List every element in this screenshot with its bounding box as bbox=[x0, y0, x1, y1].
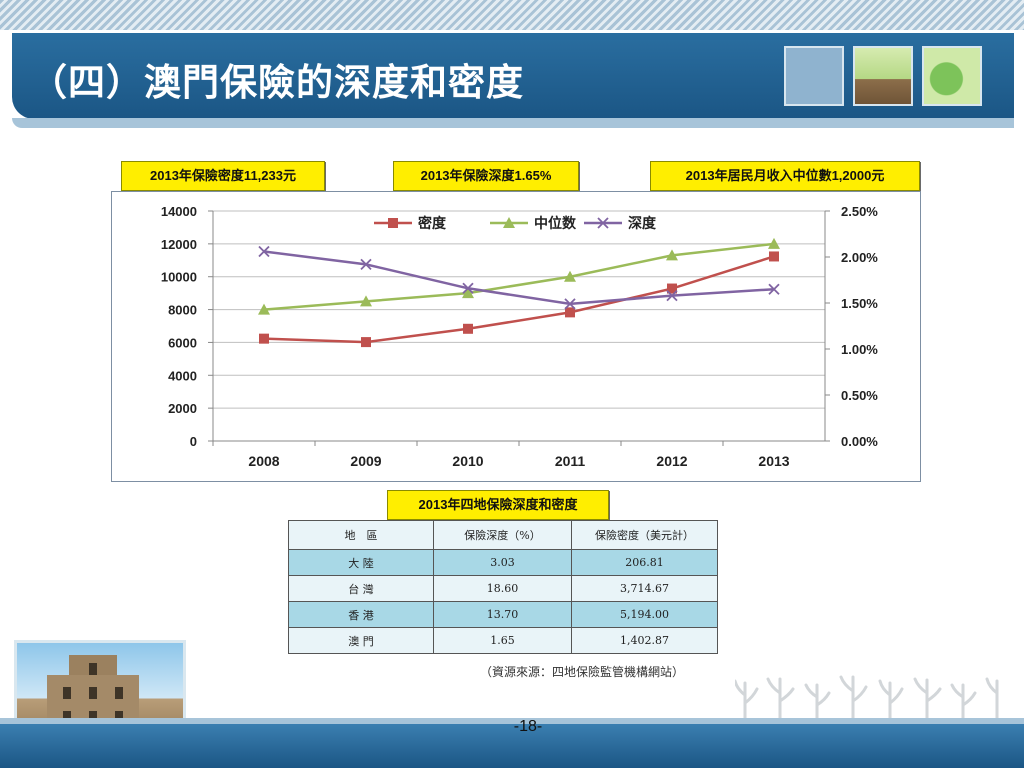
data-point bbox=[258, 245, 270, 258]
data-point bbox=[564, 298, 576, 310]
legend-marker bbox=[503, 217, 515, 228]
table-cell-region: 大 陸 bbox=[288, 549, 434, 576]
table-title-callout: 2013年四地保險深度和密度 bbox=[387, 490, 609, 520]
data-point bbox=[666, 290, 678, 302]
data-point bbox=[462, 287, 474, 299]
data-point bbox=[462, 282, 474, 294]
data-point bbox=[564, 270, 576, 282]
data-point bbox=[360, 258, 372, 270]
table-row: 台 灣 18.60 3,714.67 bbox=[288, 575, 718, 602]
table-header-region: 地 區 bbox=[288, 520, 434, 550]
x-tick-label: 2008 bbox=[248, 453, 279, 469]
comparison-table: 地 區 保險深度（%） 保險密度（美元計） 大 陸 3.03 206.81 台 … bbox=[288, 520, 718, 654]
table-cell-density: 1,402.87 bbox=[571, 627, 718, 654]
photo-window bbox=[63, 687, 71, 699]
series-line-中位数 bbox=[263, 242, 775, 311]
y-left-tick-label: 12000 bbox=[161, 237, 197, 252]
table-row: 香 港 13.70 5,194.00 bbox=[288, 601, 718, 628]
table-cell-depth: 18.60 bbox=[433, 575, 572, 602]
callout-depth: 2013年保險深度1.65% bbox=[393, 161, 579, 191]
axes: 0 2000 4000 6000 8000 10000 12000 14000 0.00% 0.5… bbox=[161, 204, 878, 469]
comparison-table-wrapper: 地 區 保險深度（%） 保險密度（美元計） 大 陸 3.03 206.81 台 … bbox=[288, 520, 718, 654]
series-line-深度 bbox=[263, 250, 775, 306]
data-point bbox=[666, 249, 678, 261]
y-left-tick-label: 10000 bbox=[161, 270, 197, 285]
footer-bar bbox=[0, 724, 1024, 768]
x-tick-label: 2011 bbox=[555, 453, 586, 469]
title-bar bbox=[12, 33, 1014, 119]
y-left-tick-label: 0 bbox=[190, 434, 197, 449]
callout-income: 2013年居民月收入中位數1,2000元 bbox=[650, 161, 920, 191]
legend: 密度 中位数 深度 bbox=[374, 215, 657, 231]
source-note: （資源來源：四地保險監管機構網站） bbox=[480, 665, 685, 679]
y-left-tick-label: 4000 bbox=[168, 368, 197, 383]
legend-marker bbox=[597, 217, 609, 229]
photo-window bbox=[89, 687, 97, 699]
data-point bbox=[769, 251, 779, 262]
y-right-tick-label: 2.00% bbox=[841, 250, 878, 265]
data-point bbox=[565, 307, 575, 318]
table-cell-density: 5,194.00 bbox=[571, 601, 718, 628]
legend-label: 中位数 bbox=[534, 215, 577, 231]
table-cell-depth: 13.70 bbox=[433, 601, 572, 628]
footer-line bbox=[0, 718, 1024, 724]
table-header-density: 保險密度（美元計） bbox=[571, 520, 718, 550]
data-point bbox=[360, 295, 372, 307]
table-header-row: 地 區 保險深度（%） 保險密度（美元計） bbox=[288, 520, 718, 550]
data-point bbox=[768, 283, 780, 295]
table-header-depth: 保險深度（%） bbox=[433, 520, 572, 550]
photo-window bbox=[89, 663, 97, 675]
table-cell-region: 香 港 bbox=[288, 601, 434, 628]
photo-window bbox=[63, 711, 71, 723]
page-number: -18- bbox=[513, 718, 543, 735]
decorative-thumbnail-leaves bbox=[922, 46, 982, 106]
photo-window bbox=[115, 687, 123, 699]
table-cell-depth: 3.03 bbox=[433, 549, 572, 576]
x-tick-label: 2013 bbox=[758, 453, 789, 469]
table-cell-density: 206.81 bbox=[571, 549, 718, 576]
line-chart: 0 2000 4000 6000 8000 10000 12000 14000 0.00% 0.5… bbox=[161, 204, 878, 469]
data-point bbox=[259, 333, 269, 344]
legend-label: 深度 bbox=[628, 215, 657, 231]
gridlines bbox=[213, 210, 825, 442]
y-right-tick-label: 0.50% bbox=[841, 388, 878, 403]
data-point bbox=[258, 303, 270, 315]
table-row: 大 陸 3.03 206.81 bbox=[288, 549, 718, 576]
data-point bbox=[463, 323, 473, 334]
x-tick-label: 2009 bbox=[350, 453, 381, 469]
y-left-tick-label: 14000 bbox=[161, 204, 197, 219]
y-left-tick-label: 2000 bbox=[168, 401, 197, 416]
y-right-tick-label: 2.50% bbox=[841, 204, 878, 219]
data-point bbox=[361, 337, 371, 348]
table-row: 澳 門 1.65 1,402.87 bbox=[288, 627, 718, 654]
series-line-密度 bbox=[263, 255, 775, 344]
title-bar-underline bbox=[12, 118, 1014, 128]
table-cell-depth: 1.65 bbox=[433, 627, 572, 654]
table-cell-region: 台 灣 bbox=[288, 575, 434, 602]
table-cell-density: 3,714.67 bbox=[571, 575, 718, 602]
decorative-top-stripe bbox=[0, 0, 1024, 30]
photo-window bbox=[115, 711, 123, 723]
y-right-tick-label: 1.50% bbox=[841, 296, 878, 311]
legend-label: 密度 bbox=[417, 215, 447, 231]
decorative-plants bbox=[735, 675, 999, 720]
table-cell-region: 澳 門 bbox=[288, 627, 434, 654]
y-right-tick-label: 0.00% bbox=[841, 434, 878, 449]
data-point bbox=[667, 283, 677, 294]
y-left-tick-label: 6000 bbox=[168, 335, 197, 350]
chart-frame: 0 2000 4000 6000 8000 10000 12000 14000 0.00% 0.5… bbox=[111, 191, 921, 482]
decorative-thumbnail-sprout bbox=[853, 46, 913, 106]
photo-window bbox=[89, 711, 97, 723]
legend-marker bbox=[388, 218, 398, 228]
callout-density: 2013年保險密度11,233元 bbox=[121, 161, 325, 191]
series bbox=[258, 237, 780, 348]
slide-title: （四）澳門保險的深度和密度 bbox=[30, 61, 524, 104]
data-point bbox=[768, 237, 780, 249]
x-tick-label: 2012 bbox=[656, 453, 687, 469]
y-left-tick-label: 8000 bbox=[168, 303, 197, 318]
y-right-tick-label: 1.00% bbox=[841, 342, 878, 357]
x-tick-label: 2010 bbox=[452, 453, 483, 469]
decorative-thumbnail-blue bbox=[784, 46, 844, 106]
